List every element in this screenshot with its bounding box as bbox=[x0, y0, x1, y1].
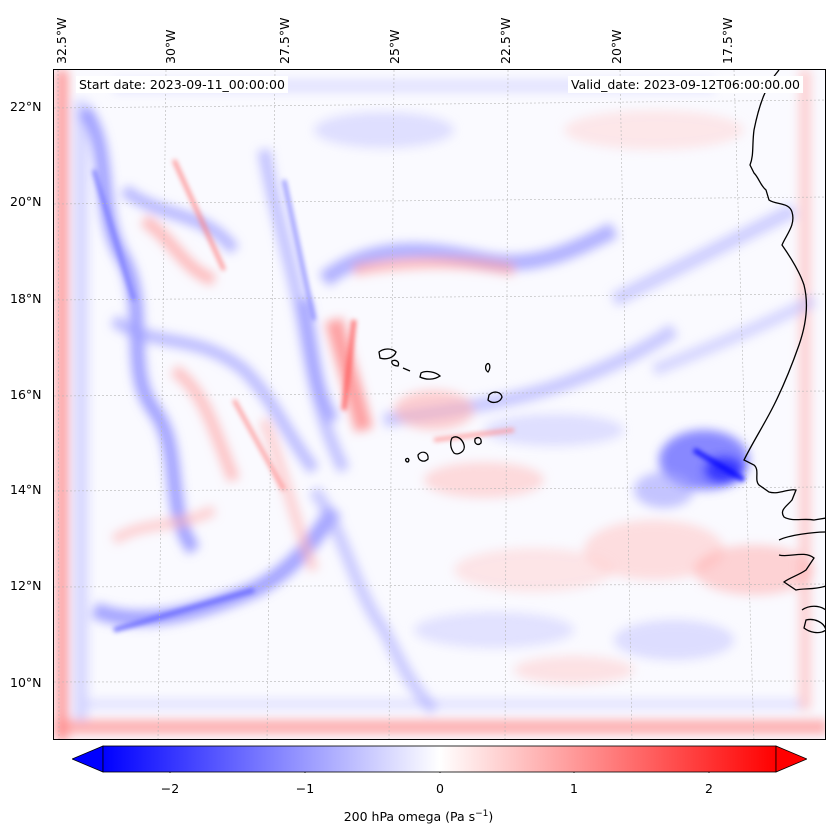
colorbar-ticks bbox=[169, 772, 710, 773]
lat-label-18n: 18°N bbox=[10, 291, 42, 306]
colorbar-gradient bbox=[102, 745, 777, 773]
colorbar-tick-label: 2 bbox=[705, 781, 713, 796]
lat-label-10n: 10°N bbox=[10, 675, 42, 690]
colorbar-label-main: 200 hPa omega (Pa s bbox=[343, 809, 476, 825]
lat-label-22n: 22°N bbox=[10, 99, 42, 114]
lon-label-30w: 30°W bbox=[163, 29, 178, 64]
colorbar bbox=[72, 745, 807, 773]
lon-label-17-5w: 17.5°W bbox=[720, 17, 735, 64]
coastlines bbox=[378, 70, 825, 634]
colorbar-tick-label: −1 bbox=[295, 781, 315, 796]
colorbar-label-end: ) bbox=[488, 809, 494, 825]
lat-label-20n: 20°N bbox=[10, 194, 42, 209]
colorbar-high-extend bbox=[775, 745, 807, 773]
colorbar-tick-label: −2 bbox=[160, 781, 180, 796]
lat-label-12n: 12°N bbox=[10, 578, 42, 593]
colorbar-label: 200 hPa omega (Pa s−1) bbox=[0, 809, 837, 824]
colorbar-tick-label: 1 bbox=[570, 781, 578, 796]
lat-label-14n: 14°N bbox=[10, 482, 42, 497]
map-panel bbox=[53, 69, 826, 740]
colorbar-label-exponent: −1 bbox=[475, 809, 489, 819]
gridlines bbox=[54, 70, 825, 739]
colorbar-tick-label: 0 bbox=[436, 781, 444, 796]
lon-label-32-5w: 32.5°W bbox=[54, 17, 69, 64]
colorbar-low-extend bbox=[72, 745, 104, 773]
lon-label-25w: 25°W bbox=[387, 29, 402, 64]
start-date-label: Start date: 2023-09-11_00:00:00 bbox=[76, 76, 288, 93]
valid-date-label: Valid_date: 2023-09-12T06:00:00.00 bbox=[567, 76, 803, 93]
lon-label-20w: 20°W bbox=[609, 29, 624, 64]
omega-detail bbox=[92, 159, 746, 633]
lat-label-16n: 16°N bbox=[10, 387, 42, 402]
lon-label-27-5w: 27.5°W bbox=[277, 17, 292, 64]
omega-field-map bbox=[54, 70, 825, 739]
lon-label-22-5w: 22.5°W bbox=[498, 17, 513, 64]
